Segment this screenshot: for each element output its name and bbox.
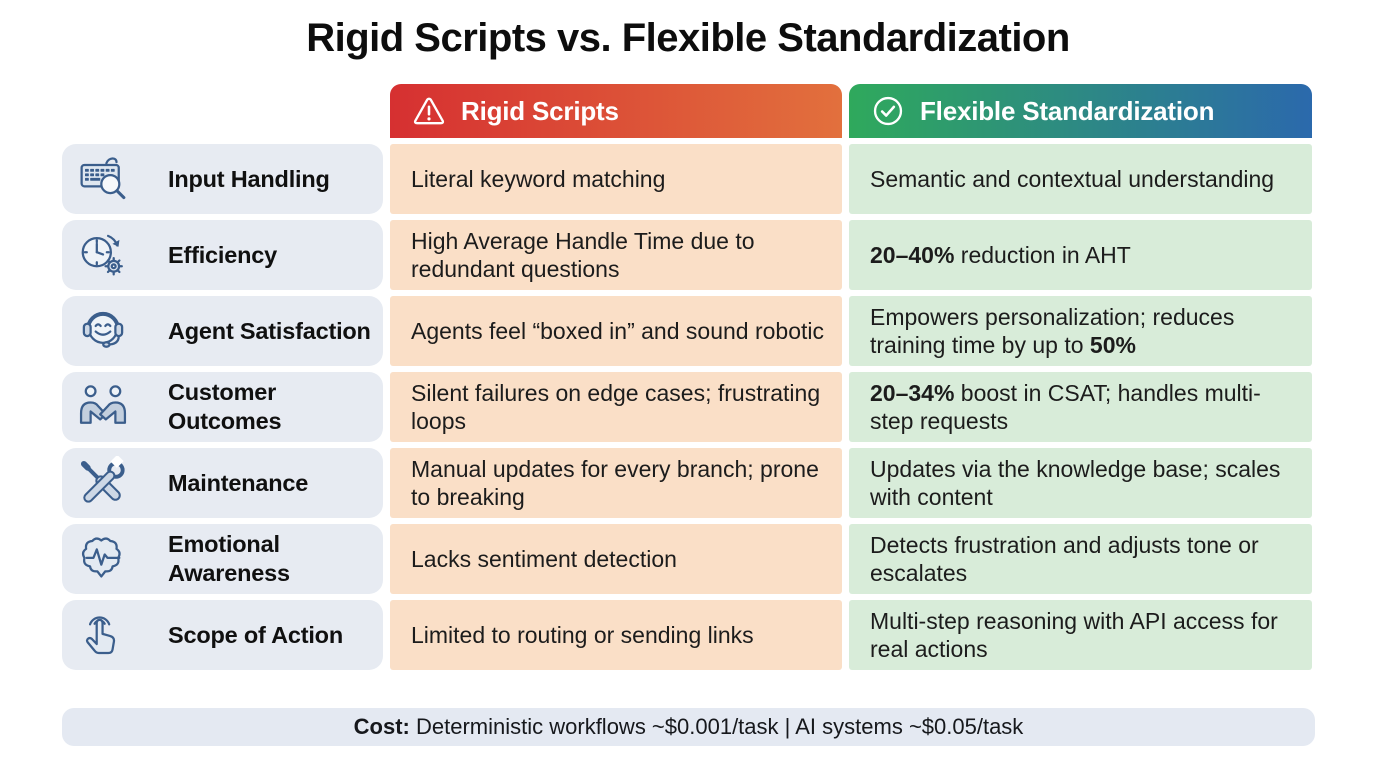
flexible-cell: Updates via the knowledge base; scales w… — [849, 448, 1312, 518]
rigid-cell-text: High Average Handle Time due to redundan… — [411, 227, 755, 282]
flexible-cell-text: Empowers personalization; reduces traini… — [870, 303, 1235, 358]
rigid-cell: Limited to routing or sending links — [390, 600, 842, 670]
header-spacer — [62, 84, 383, 138]
category-label: Customer Outcomes — [168, 379, 282, 434]
check-circle-icon — [871, 94, 905, 128]
flexible-cell: Empowers personalization; reduces traini… — [849, 296, 1312, 366]
rigid-cell: High Average Handle Time due to redundan… — [390, 220, 842, 290]
category-label: Maintenance — [168, 469, 309, 496]
rigid-cell: Manual updates for every branch; prone t… — [390, 448, 842, 518]
rigid-cell-text: Lacks sentiment detection — [411, 545, 677, 572]
rigid-cell: Agents feel “boxed in” and sound robotic — [390, 296, 842, 366]
rigid-cell-text: Manual updates for every branch; prone t… — [411, 455, 819, 510]
category-cell: Efficiency — [62, 220, 383, 290]
category-cell: Customer Outcomes — [62, 372, 383, 442]
clock-gear-icon — [76, 228, 130, 282]
flexible-cell: 20–34% boost in CSAT; handles multi-step… — [849, 372, 1312, 442]
cost-footer-bar: Cost: Deterministic workflows ~$0.001/ta… — [62, 708, 1315, 746]
category-label: Efficiency — [168, 241, 278, 268]
flexible-cell: Detects frustration and adjusts tone or … — [849, 524, 1312, 594]
category-label: Emotional Awareness — [168, 531, 290, 586]
category-cell: Maintenance — [62, 448, 383, 518]
category-label: Agent Satisfaction — [168, 317, 371, 344]
page-title: Rigid Scripts vs. Flexible Standardizati… — [306, 16, 1070, 60]
agent-headset-icon — [76, 304, 130, 358]
rigid-cell: Literal keyword matching — [390, 144, 842, 214]
flexible-cell-text: Multi-step reasoning with API access for… — [870, 607, 1278, 662]
rigid-cell-text: Limited to routing or sending links — [411, 621, 754, 648]
category-cell: Scope of Action — [62, 600, 383, 670]
category-cell: Emotional Awareness — [62, 524, 383, 594]
flexible-cell-text: Semantic and contextual understanding — [870, 165, 1275, 192]
flexible-cell-text: 20–40% reduction in AHT — [870, 241, 1131, 268]
flexible-cell: Multi-step reasoning with API access for… — [849, 600, 1312, 670]
rigid-cell: Lacks sentiment detection — [390, 524, 842, 594]
flexible-cell-text: 20–34% boost in CSAT; handles multi-step… — [870, 379, 1261, 434]
warning-triangle-icon — [412, 94, 446, 128]
rigid-cell-text: Agents feel “boxed in” and sound robotic — [411, 317, 824, 344]
tap-hand-icon — [76, 608, 130, 662]
category-cell: Input Handling — [62, 144, 383, 214]
keyboard-search-icon — [76, 152, 130, 206]
category-cell: Agent Satisfaction — [62, 296, 383, 366]
rigid-scripts-header: Rigid Scripts — [390, 84, 842, 138]
rigid-cell-text: Literal keyword matching — [411, 165, 666, 192]
rigid-cell-text: Silent failures on edge cases; frustrati… — [411, 379, 821, 434]
flexible-cell-text: Detects frustration and adjusts tone or … — [870, 531, 1259, 586]
cost-footer-text: Cost: Deterministic workflows ~$0.001/ta… — [353, 714, 1024, 739]
tools-icon — [76, 456, 130, 510]
flexible-cell: 20–40% reduction in AHT — [849, 220, 1312, 290]
category-label: Input Handling — [168, 165, 330, 192]
handshake-icon — [76, 380, 130, 434]
flexible-cell: Semantic and contextual understanding — [849, 144, 1312, 214]
category-label: Scope of Action — [168, 621, 343, 648]
rigid-scripts-header-label: Rigid Scripts — [461, 95, 619, 126]
flexible-standardization-header: Flexible Standardization — [849, 84, 1312, 138]
comparison-table: Rigid Scripts Flexible Standardization I… — [62, 84, 1312, 670]
brain-pulse-icon — [76, 532, 130, 586]
flexible-standardization-header-label: Flexible Standardization — [920, 95, 1215, 126]
rigid-cell: Silent failures on edge cases; frustrati… — [390, 372, 842, 442]
flexible-cell-text: Updates via the knowledge base; scales w… — [870, 455, 1281, 510]
